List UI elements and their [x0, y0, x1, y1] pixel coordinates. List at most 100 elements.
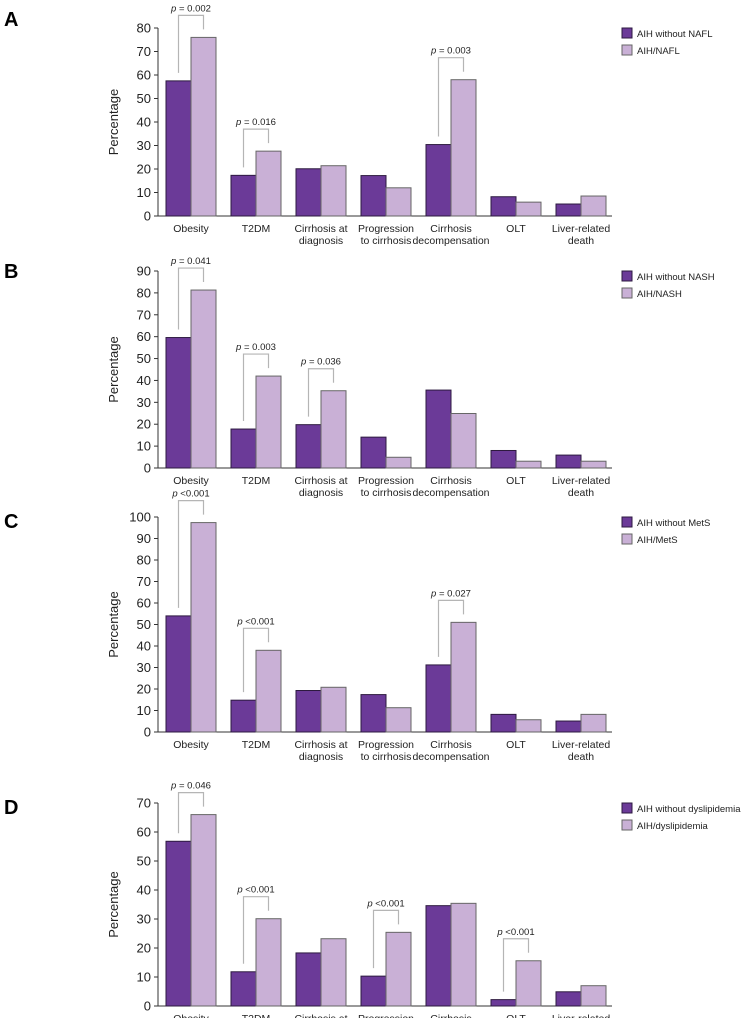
y-tick-label: 20: [137, 417, 151, 432]
x-tick-label: decompensation: [412, 751, 489, 763]
bar-with: [580, 460, 607, 469]
y-tick-label: 10: [137, 185, 151, 200]
legend-label: AIH/MetS: [637, 535, 678, 546]
y-tick-label: 40: [137, 115, 151, 130]
legend-swatch: [621, 44, 633, 56]
y-tick-label: 50: [137, 91, 151, 106]
significance-bracket: [372, 909, 400, 969]
panel-label: D: [4, 797, 18, 819]
y-axis-label: Percentage: [106, 591, 121, 658]
legend-label: AIH without dyslipidemia: [637, 804, 741, 815]
bar-with: [255, 918, 282, 1007]
legend-swatch: [621, 819, 633, 831]
y-tick-label: 70: [137, 796, 151, 811]
p-value-label: p = 0.002: [170, 3, 211, 14]
x-tick-label: Cirrhosis: [430, 475, 471, 487]
bar-with: [450, 902, 477, 1007]
y-tick-label: 50: [137, 351, 151, 366]
bar-with: [515, 960, 542, 1007]
y-tick-label: 60: [137, 825, 151, 840]
p-value-label: p <0.001: [496, 927, 534, 938]
y-tick-label: 70: [137, 307, 151, 322]
p-value-label: p <0.001: [366, 898, 404, 909]
x-tick-label: T2DM: [242, 739, 271, 751]
bar-without: [555, 454, 582, 469]
y-tick-label: 80: [137, 21, 151, 36]
legend-swatch: [621, 287, 633, 299]
bar-with: [385, 456, 412, 469]
p-value-label: p = 0.027: [430, 588, 471, 599]
bar-with: [190, 814, 217, 1007]
y-tick-label: 10: [137, 703, 151, 718]
legend-label: AIH/dyslipidemia: [637, 821, 708, 832]
bar-with: [190, 36, 217, 217]
bar-without: [165, 615, 192, 733]
p-value-label: p = 0.036: [300, 357, 341, 368]
p-value-label: p = 0.003: [235, 342, 276, 353]
significance-bracket: [437, 599, 465, 657]
bar-with: [255, 375, 282, 469]
x-tick-label: OLT: [506, 739, 526, 751]
y-tick-label: 90: [137, 264, 151, 279]
x-tick-label: T2DM: [242, 223, 271, 235]
x-tick-label: Progression: [358, 475, 414, 487]
panel-A: A 0 10 20 30 40 50 60 70 80 Percentage Obesity T2DM C…: [4, 3, 713, 247]
bar-with: [515, 201, 542, 217]
panel-label: C: [4, 511, 18, 533]
bar-without: [295, 952, 322, 1007]
x-tick-label: decompensation: [412, 235, 489, 247]
y-axis-label: Percentage: [106, 89, 121, 156]
legend-label: AIH without MetS: [637, 518, 710, 529]
x-tick-label: diagnosis: [299, 751, 343, 763]
bar-with: [385, 931, 412, 1007]
y-tick-label: 50: [137, 854, 151, 869]
bar-without: [230, 699, 257, 733]
legend-swatch: [621, 27, 633, 39]
x-tick-label: Progression: [358, 223, 414, 235]
bar-with: [190, 289, 217, 469]
bar-with: [320, 686, 347, 733]
bar-without: [230, 428, 257, 469]
x-tick-label: diagnosis: [299, 235, 343, 247]
y-tick-label: 100: [129, 510, 151, 525]
bar-without: [490, 196, 517, 217]
x-tick-label: Cirrhosis: [430, 223, 471, 235]
legend-label: AIH without NAFL: [637, 29, 713, 40]
bar-with: [515, 460, 542, 469]
x-tick-label: Obesity: [173, 223, 209, 235]
bar-with: [515, 719, 542, 733]
x-tick-label: to cirrhosis: [361, 235, 412, 247]
bar-without: [230, 174, 257, 217]
x-tick-label: Cirrhosis at: [294, 739, 347, 751]
bar-without: [295, 424, 322, 469]
bar-with: [320, 390, 347, 469]
panel-B: B 0 10 20 30 40 50 60 70 80 90 Percentage Obesity T2D…: [4, 256, 715, 499]
bar-without: [555, 991, 582, 1007]
p-value-label: p = 0.041: [170, 256, 211, 267]
bar-without: [165, 80, 192, 217]
x-tick-label: Liver-related: [552, 1013, 611, 1018]
x-tick-label: Obesity: [173, 739, 209, 751]
y-tick-label: 70: [137, 574, 151, 589]
y-tick-label: 20: [137, 941, 151, 956]
significance-bracket: [177, 14, 205, 73]
legend-swatch: [621, 270, 633, 282]
legend-label: AIH/NAFL: [637, 46, 680, 57]
bar-with: [580, 985, 607, 1007]
x-tick-label: death: [568, 487, 594, 499]
x-tick-label: Cirrhosis at: [294, 475, 347, 487]
bar-with: [385, 707, 412, 733]
x-tick-label: Liver-related: [552, 223, 611, 235]
x-tick-label: Progression: [358, 1013, 414, 1018]
y-axis-label: Percentage: [106, 871, 121, 938]
bar-with: [580, 713, 607, 733]
bar-with: [190, 522, 217, 733]
panel-D: D 0 10 20 30 40 50 60 70 Percentage Obesity T2DM Cir…: [4, 781, 741, 1018]
significance-bracket: [242, 128, 270, 168]
bar-without: [490, 449, 517, 469]
legend-swatch: [621, 802, 633, 814]
p-value-label: p = 0.046: [170, 781, 211, 792]
significance-bracket: [177, 792, 205, 834]
y-tick-label: 10: [137, 970, 151, 985]
